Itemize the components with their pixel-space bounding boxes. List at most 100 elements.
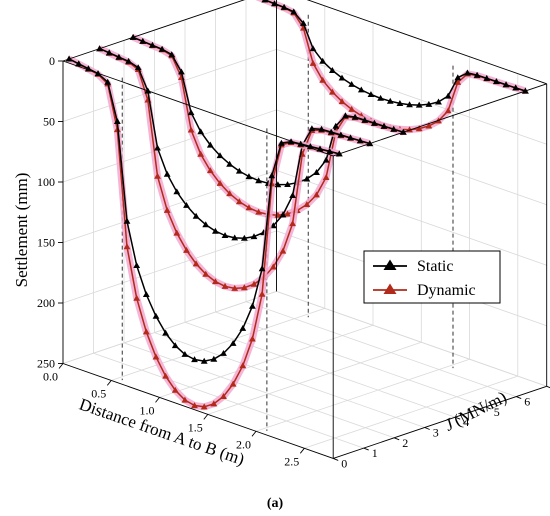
data-point: [134, 64, 142, 71]
data-point: [502, 81, 510, 88]
data-point: [332, 122, 340, 129]
grid-back-z: [276, 291, 547, 387]
data-point: [425, 122, 433, 129]
data-point: [212, 227, 219, 234]
data-point: [221, 282, 229, 289]
data-point: [357, 86, 365, 93]
data-point: [279, 211, 287, 218]
frame-edge: [333, 385, 547, 459]
data-point: [258, 290, 266, 297]
data-point: [200, 403, 208, 410]
data-point: [512, 84, 520, 91]
data-point: [183, 202, 190, 208]
z-tick-label: 0: [49, 54, 55, 68]
data-point: [348, 105, 355, 112]
grid-wall-z: [62, 230, 277, 304]
x-tick-label: 2.5: [284, 454, 299, 468]
y-tick: [485, 406, 491, 410]
data-point: [133, 294, 141, 301]
x-tick: [299, 448, 305, 454]
data-point: [239, 325, 247, 331]
data-point: [415, 125, 423, 132]
data-point: [220, 350, 227, 356]
data-point: [105, 49, 113, 56]
data-point: [278, 139, 285, 146]
back-pane-yz: [63, 0, 277, 364]
data-point: [386, 97, 394, 104]
data-point: [250, 280, 258, 287]
legend-marker-static: [383, 259, 397, 270]
data-point: [377, 94, 384, 101]
frame-edge: [306, 0, 547, 85]
data-point: [226, 190, 233, 197]
data-point: [240, 284, 248, 291]
x-tick-label: 0.0: [43, 370, 58, 384]
data-point: [197, 128, 205, 135]
data-point: [303, 175, 311, 182]
z-tick-label: 250: [37, 357, 55, 371]
data-point: [329, 67, 336, 73]
data-point: [206, 141, 214, 148]
data-point: [245, 204, 253, 211]
data-point: [454, 78, 462, 85]
x-tick: [155, 397, 160, 403]
grid-back-z: [276, 109, 547, 206]
data-point: [249, 335, 256, 342]
data-point: [322, 174, 330, 180]
data-point: [371, 119, 378, 126]
y-tick: [455, 416, 461, 420]
data-point: [329, 88, 336, 95]
data-point: [206, 167, 214, 174]
y-tick-label: 1: [372, 446, 378, 460]
data-point: [162, 329, 169, 336]
data-point: [261, 0, 269, 3]
y-tick: [546, 385, 550, 389]
data-point: [425, 100, 433, 107]
data-point: [279, 247, 287, 254]
series-halo: [255, 0, 527, 134]
data-point: [235, 167, 243, 174]
data-point: [338, 98, 346, 105]
data-point: [308, 125, 316, 132]
data-point: [152, 353, 160, 360]
data-point: [154, 144, 161, 151]
data-point: [390, 125, 398, 132]
z-tick-label: 50: [43, 115, 55, 129]
data-point: [313, 169, 320, 175]
data-point: [216, 180, 224, 186]
data-point: [444, 107, 452, 114]
data-point: [187, 109, 195, 116]
y-tick-label: 5: [494, 405, 500, 419]
data-point: [473, 71, 481, 78]
front-frame: [62, 0, 548, 459]
data-point: [173, 188, 181, 195]
data-point: [220, 393, 227, 399]
data-point: [309, 45, 317, 52]
data-point: [202, 221, 210, 228]
data-point: [125, 57, 132, 64]
data-point: [284, 210, 291, 217]
data-point: [171, 386, 179, 393]
y-tick-label: 2: [402, 436, 408, 450]
y-tick-label: 0: [341, 456, 347, 470]
legend-marker-dynamic: [383, 283, 397, 294]
data-point: [173, 229, 181, 236]
grid-wall-z: [62, 49, 277, 122]
data-point: [258, 265, 266, 272]
data-point: [255, 177, 262, 184]
y-tick-label: 6: [524, 395, 530, 409]
data-point: [123, 243, 131, 250]
grid-floor-j: [154, 332, 425, 428]
data-point: [245, 173, 253, 180]
data-point: [202, 270, 210, 277]
y-tick: [516, 396, 522, 400]
data-point: [212, 278, 219, 285]
data-point: [75, 60, 83, 67]
data-point: [249, 302, 256, 309]
data-point: [454, 74, 462, 81]
data-point: [163, 206, 171, 213]
data-point: [300, 20, 307, 26]
data-point: [171, 342, 179, 349]
data-point: [231, 285, 239, 291]
